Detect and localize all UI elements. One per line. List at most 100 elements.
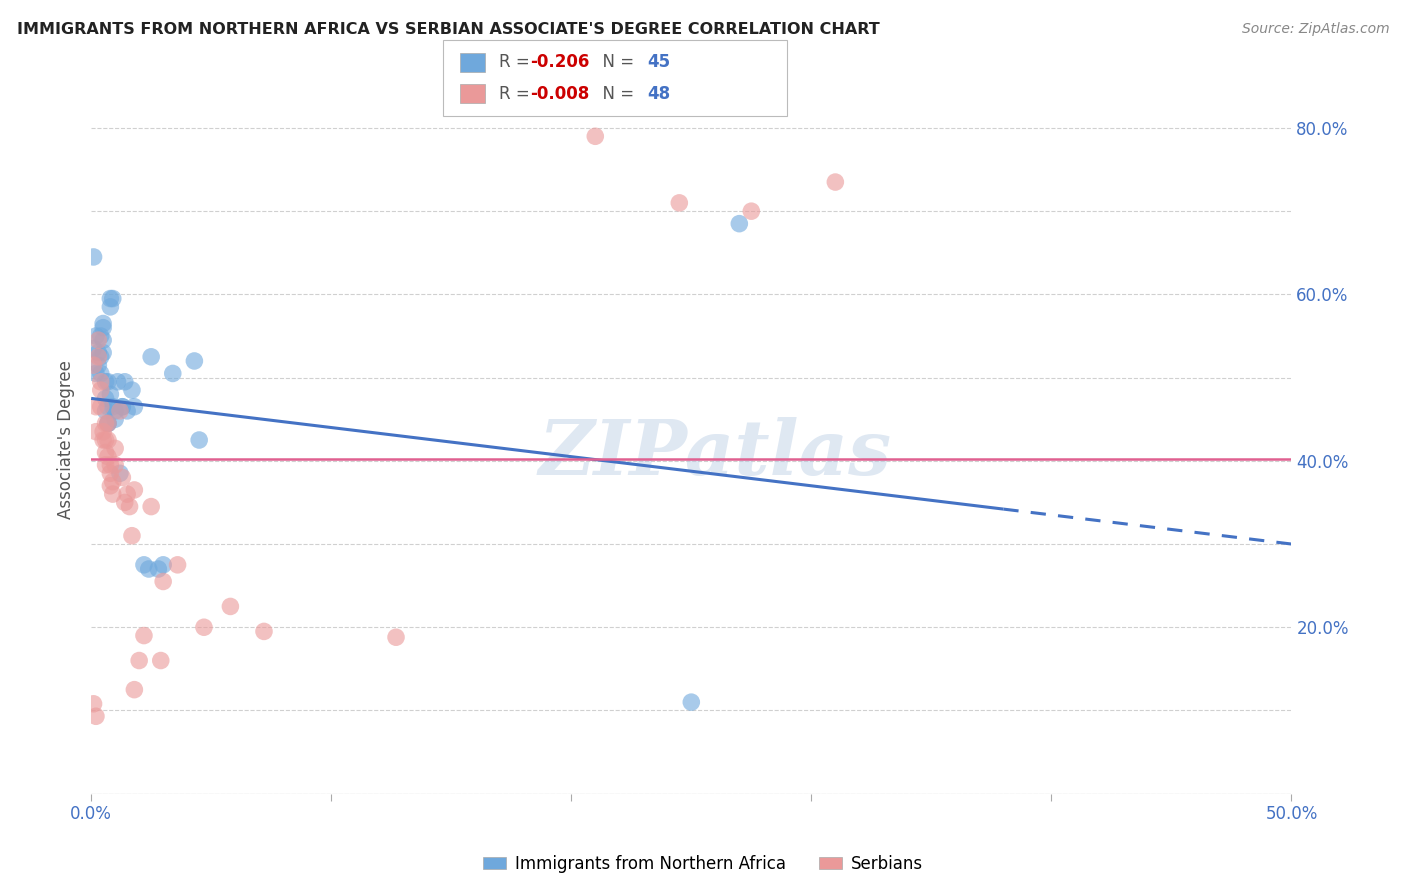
Point — [101, 487, 124, 501]
Point — [141, 350, 163, 364]
Point — [91, 333, 114, 347]
Point — [149, 654, 172, 668]
Text: IMMIGRANTS FROM NORTHERN AFRICA VS SERBIAN ASSOCIATE'S DEGREE CORRELATION CHART: IMMIGRANTS FROM NORTHERN AFRICA VS SERBI… — [17, 22, 880, 37]
Point — [101, 292, 124, 306]
Point — [152, 574, 174, 589]
Point — [98, 467, 121, 481]
Text: -0.206: -0.206 — [530, 54, 589, 71]
Point — [84, 367, 107, 381]
Point — [97, 433, 120, 447]
Point — [107, 375, 129, 389]
Point — [90, 383, 112, 397]
Point — [84, 709, 107, 723]
Point — [104, 404, 127, 418]
Legend: Immigrants from Northern Africa, Serbians: Immigrants from Northern Africa, Serbian… — [477, 848, 929, 880]
Point — [253, 624, 276, 639]
Point — [108, 404, 131, 418]
Point — [87, 333, 110, 347]
Point — [98, 458, 121, 472]
Point — [111, 470, 134, 484]
Point — [824, 175, 846, 189]
Point — [84, 400, 107, 414]
Point — [141, 500, 163, 514]
Point — [132, 558, 155, 572]
Point — [98, 479, 121, 493]
Point — [90, 350, 112, 364]
Point — [84, 329, 107, 343]
Point — [101, 475, 124, 489]
Point — [728, 217, 751, 231]
Y-axis label: Associate's Degree: Associate's Degree — [58, 360, 75, 519]
Point — [583, 129, 606, 144]
Point — [183, 354, 205, 368]
Point — [104, 412, 127, 426]
Point — [121, 529, 143, 543]
Point — [91, 425, 114, 439]
Point — [97, 417, 120, 431]
Point — [124, 400, 146, 414]
Text: 48: 48 — [647, 85, 669, 103]
Point — [83, 358, 105, 372]
Point — [91, 320, 114, 334]
Point — [97, 450, 120, 464]
Point — [97, 375, 120, 389]
Point — [138, 562, 160, 576]
Point — [97, 417, 120, 431]
Text: ZIPatlas: ZIPatlas — [538, 417, 891, 491]
Point — [124, 682, 146, 697]
Point — [94, 458, 117, 472]
Point — [101, 400, 124, 414]
Point — [91, 433, 114, 447]
Point — [87, 350, 110, 364]
Point — [98, 300, 121, 314]
Point — [111, 400, 134, 414]
Point — [114, 375, 136, 389]
Text: N =: N = — [592, 54, 640, 71]
Point — [104, 458, 127, 472]
Point — [166, 558, 188, 572]
Point — [219, 599, 242, 614]
Point — [740, 204, 762, 219]
Point — [90, 400, 112, 414]
Point — [188, 433, 211, 447]
Point — [90, 367, 112, 381]
Point — [94, 375, 117, 389]
Point — [91, 317, 114, 331]
Point — [124, 483, 146, 497]
Point — [668, 195, 690, 210]
Point — [94, 417, 117, 431]
Point — [83, 697, 105, 711]
Point — [98, 387, 121, 401]
Point — [94, 433, 117, 447]
Text: Source: ZipAtlas.com: Source: ZipAtlas.com — [1241, 22, 1389, 37]
Point — [152, 558, 174, 572]
Point — [118, 500, 141, 514]
Point — [162, 367, 184, 381]
Text: 45: 45 — [647, 54, 669, 71]
Point — [83, 342, 105, 356]
Point — [132, 629, 155, 643]
Text: N =: N = — [592, 85, 640, 103]
Point — [148, 562, 170, 576]
Point — [193, 620, 215, 634]
Point — [91, 345, 114, 359]
Text: R =: R = — [499, 54, 536, 71]
Point — [108, 467, 131, 481]
Point — [90, 329, 112, 343]
Point — [121, 383, 143, 397]
Point — [84, 425, 107, 439]
Point — [87, 358, 110, 372]
Point — [98, 292, 121, 306]
Point — [681, 695, 703, 709]
Point — [90, 375, 112, 389]
Point — [94, 392, 117, 406]
Point — [104, 442, 127, 456]
Point — [97, 417, 120, 431]
Point — [111, 400, 134, 414]
Point — [97, 400, 120, 414]
Text: R =: R = — [499, 85, 536, 103]
Point — [115, 487, 138, 501]
Point — [385, 630, 408, 644]
Point — [115, 404, 138, 418]
Text: -0.008: -0.008 — [530, 85, 589, 103]
